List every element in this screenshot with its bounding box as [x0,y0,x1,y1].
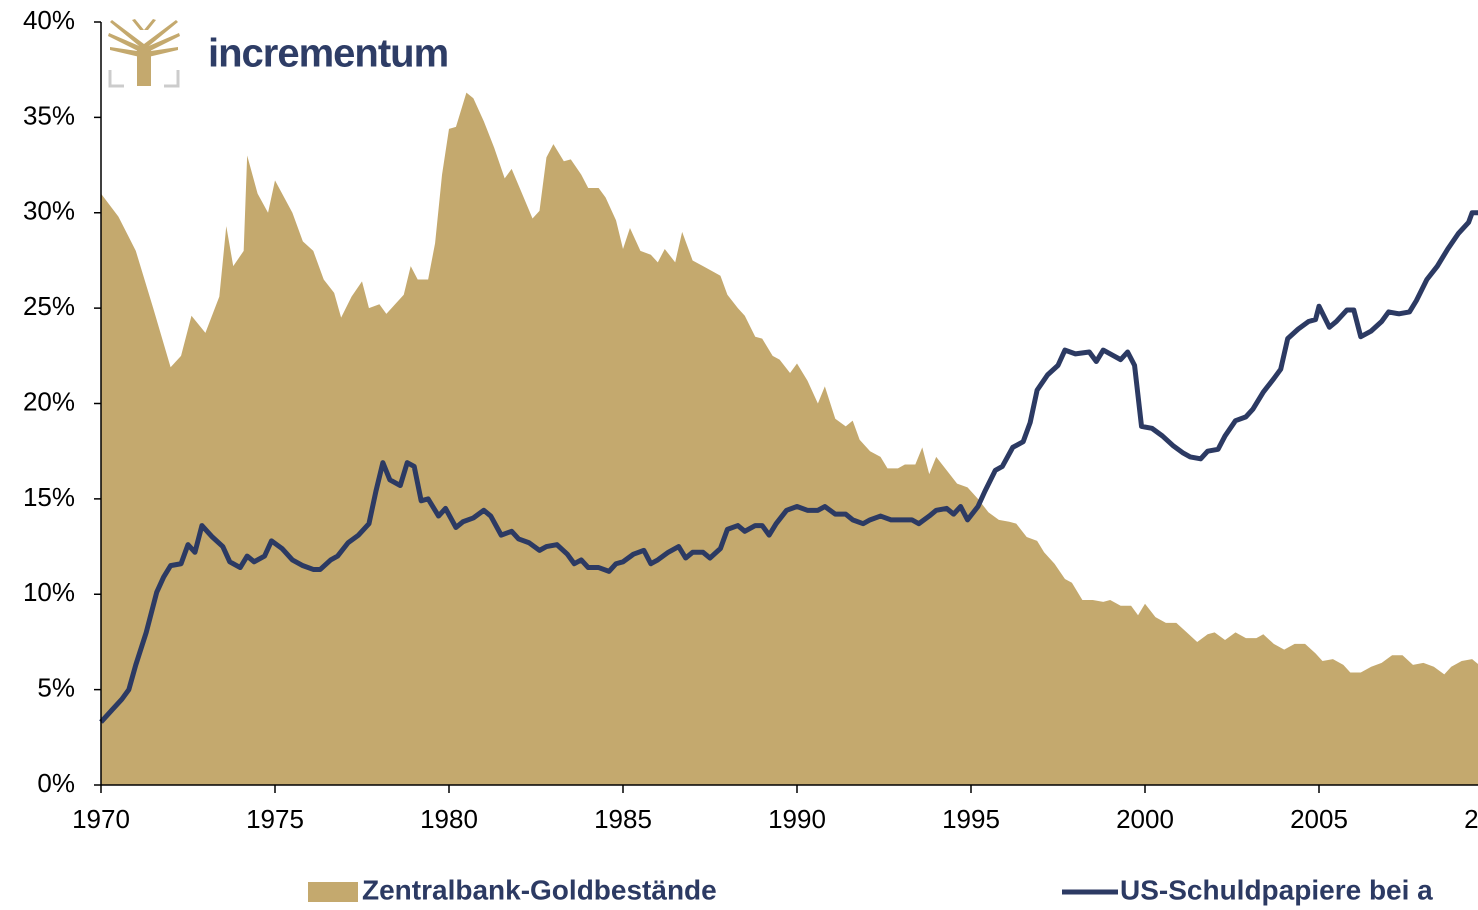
x-tick-label: 2010 [1464,804,1478,834]
y-tick-label: 0% [37,768,75,798]
y-tick-label: 15% [23,482,75,512]
logo: incrementum [108,19,449,88]
area [101,92,1478,785]
plot-area [99,92,1478,785]
y-tick-label: 40% [23,5,75,35]
x-tick-label: 1995 [942,804,1000,834]
legend-item: US-Schuldpapiere bei a [1062,874,1433,905]
x-tick-label: 1970 [72,804,130,834]
x-tick-label: 1990 [768,804,826,834]
logo-frame [108,70,180,88]
logo-text: incrementum [208,32,448,76]
y-tick-label: 25% [23,291,75,321]
x-tick-label: 2000 [1116,804,1174,834]
y-tick-label: 20% [23,386,75,416]
x-tick-label: 1975 [246,804,304,834]
x-tick-label: 1980 [420,804,478,834]
y-tick-label: 30% [23,196,75,226]
y-tick-label: 5% [37,673,75,703]
x-tick-label: 1985 [594,804,652,834]
legend-swatch [308,882,358,902]
line [99,210,1478,724]
legend-label: US-Schuldpapiere bei a [1120,874,1433,905]
x-tick-label: 2005 [1290,804,1348,834]
y-tick-label: 10% [23,577,75,607]
y-tick-label: 35% [23,100,75,130]
logo-icon [108,19,180,86]
legend-label: Zentralbank-Goldbestände [362,874,717,905]
legend-item: Zentralbank-Goldbestände [308,874,717,905]
